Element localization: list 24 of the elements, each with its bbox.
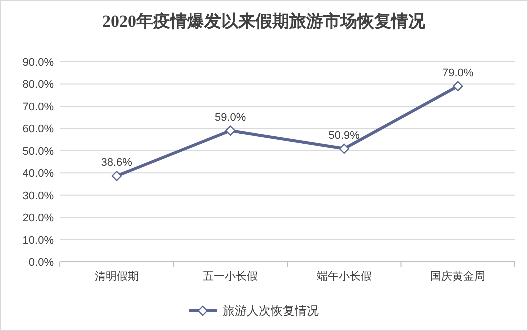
y-tick-label: 70.0% — [22, 101, 54, 114]
point — [112, 171, 122, 182]
data-label: 79.0% — [442, 67, 474, 80]
data-label: 38.6% — [101, 157, 133, 170]
x-tick-label: 清明假期 — [94, 270, 139, 283]
y-tick-label: 30.0% — [22, 190, 54, 202]
data-label: 59.0% — [215, 112, 246, 124]
y-tick-label: 20.0% — [22, 212, 54, 225]
point — [453, 81, 464, 92]
legend-label: 旅游人次恢复情况 — [223, 304, 319, 318]
x-tick-label: 端午小长假 — [316, 270, 372, 283]
y-tick-label: 0.0% — [28, 257, 54, 269]
y-tick-label: 90.0% — [22, 57, 54, 69]
x-tick-label: 五一小长假 — [203, 270, 258, 283]
point — [226, 126, 236, 136]
y-tick-label: 50.0% — [22, 146, 54, 158]
x-tick-label: 国庆黄金周 — [430, 270, 486, 283]
chart-title: 2020年疫情爆发以来假期旅游市场恢复情况 — [102, 12, 426, 31]
y-tick-label: 60.0% — [22, 124, 54, 136]
point — [339, 144, 350, 154]
data-label: 50.9% — [328, 130, 360, 142]
y-tick-label: 80.0% — [22, 79, 54, 92]
y-tick-label: 10.0% — [22, 234, 54, 247]
y-tick-label: 40.0% — [22, 168, 54, 180]
